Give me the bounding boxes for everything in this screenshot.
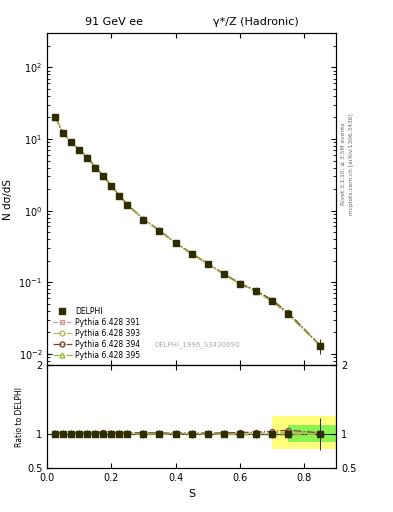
Bar <box>272 416 336 449</box>
Text: DELPHI_1996_S3430090: DELPHI_1996_S3430090 <box>154 342 240 348</box>
Bar <box>288 425 336 442</box>
Text: Rivet 3.1.10, ≥ 3.5M events: Rivet 3.1.10, ≥ 3.5M events <box>341 122 346 205</box>
Text: 91 GeV ee: 91 GeV ee <box>85 17 143 27</box>
Y-axis label: Ratio to DELPHI: Ratio to DELPHI <box>15 387 24 446</box>
Y-axis label: N dσ/dS: N dσ/dS <box>3 179 13 220</box>
X-axis label: S: S <box>188 489 195 499</box>
Text: γ*/Z (Hadronic): γ*/Z (Hadronic) <box>213 17 298 27</box>
Text: mcplots.cern.ch [arXiv:1306.3436]: mcplots.cern.ch [arXiv:1306.3436] <box>349 113 354 215</box>
Legend: DELPHI, Pythia 6.428 391, Pythia 6.428 393, Pythia 6.428 394, Pythia 6.428 395: DELPHI, Pythia 6.428 391, Pythia 6.428 3… <box>51 305 142 361</box>
